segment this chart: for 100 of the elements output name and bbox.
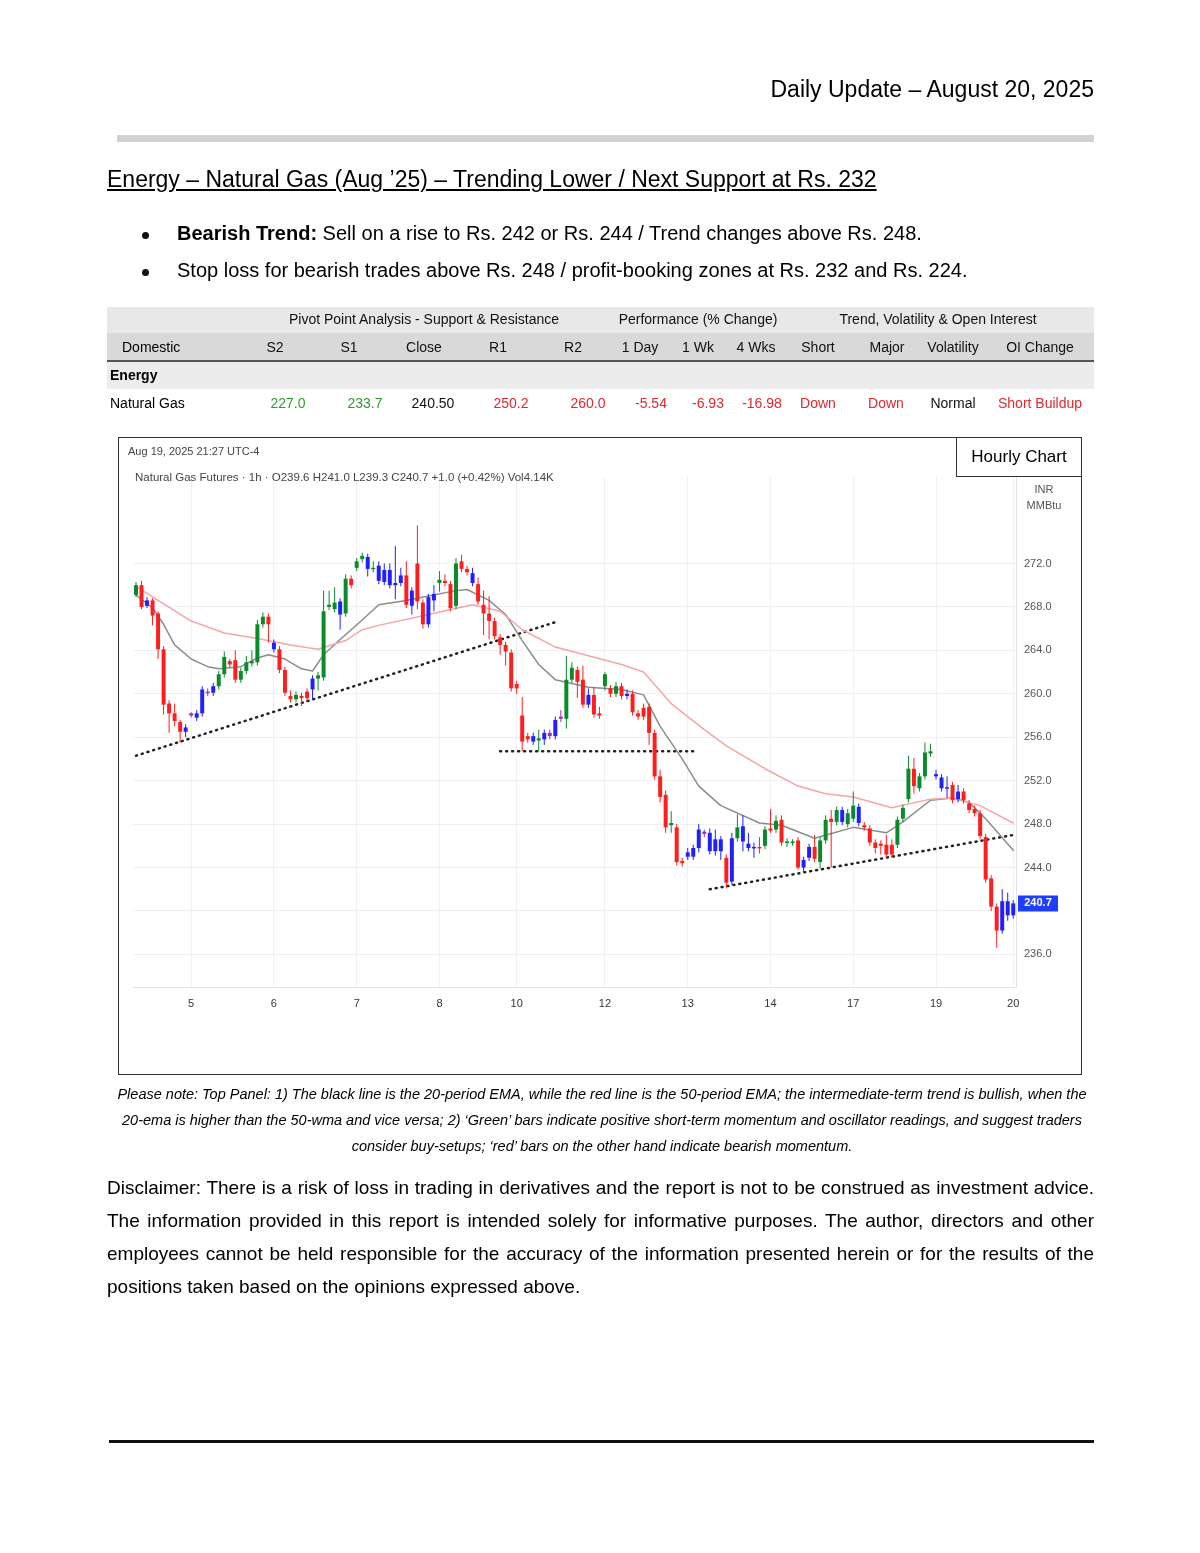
candlestick — [553, 716, 558, 740]
candlestick — [487, 595, 492, 640]
candlestick — [834, 806, 839, 826]
candlestick — [779, 814, 784, 847]
candlestick — [365, 553, 370, 578]
text: 1 Wk — [682, 339, 714, 355]
text: Energy – Natural Gas (Aug ’25) – Trending Lower / Next Support at Rs. 232 — [107, 166, 877, 193]
candlestick — [200, 685, 205, 718]
candlestick — [503, 641, 508, 667]
candlestick — [889, 838, 894, 859]
candlestick — [856, 802, 861, 827]
text: Short Buildup — [997, 395, 1083, 411]
candlestick — [316, 671, 321, 692]
candlestick — [310, 674, 315, 700]
y-tick-label: 248.0 — [1024, 817, 1052, 830]
text: Hourly Chart — [956, 437, 1082, 477]
text: 250.2 — [493, 395, 529, 411]
text: 1 Day — [621, 339, 659, 355]
candlestick — [277, 645, 282, 674]
candlestick — [222, 650, 227, 678]
text: 260.0 — [570, 395, 606, 411]
candlestick — [398, 567, 403, 587]
candlestick — [774, 814, 778, 834]
candlestick — [823, 814, 828, 845]
text: -16.98 — [742, 395, 782, 411]
candlestick — [768, 808, 773, 834]
candlestick — [498, 633, 503, 656]
text: 240.50 — [411, 395, 455, 411]
candlestick — [338, 597, 343, 631]
candlestick — [967, 799, 972, 814]
candlestick — [812, 834, 817, 863]
candlestick — [911, 757, 916, 795]
candlestick — [867, 824, 872, 847]
text: Daily Update – August 20, 2025 — [769, 76, 1094, 103]
y-tick-label: 256.0 — [1024, 730, 1052, 743]
text: Pivot Point Analysis - Support & Resistance — [288, 311, 560, 327]
text: Energy — [110, 367, 158, 383]
candlestick — [956, 784, 961, 803]
x-tick-label: 17 — [847, 996, 860, 1009]
candlestick — [696, 823, 701, 853]
candlestick — [735, 813, 740, 842]
y-tick-label: 260.0 — [1024, 686, 1052, 699]
candlestick — [244, 655, 249, 675]
candlestick — [409, 586, 414, 616]
text: OI Change — [1006, 339, 1074, 355]
candlestick — [420, 598, 425, 630]
x-tick-label: 13 — [681, 996, 694, 1009]
text: Bearish Trend: Sell on a rise to Rs. 242 or Rs. 244 / Trend changes above Rs. 248. — [177, 222, 922, 245]
text: Stop loss for bearish trades above Rs. 248 / profit-booking zones at Rs. 232 and Rs. 224. — [177, 259, 968, 282]
candlestick — [271, 638, 276, 654]
y-tick-label: 236.0 — [1024, 947, 1052, 960]
candlestick — [978, 809, 983, 840]
candlestick — [569, 661, 574, 684]
text: S2 — [266, 339, 284, 355]
text: Down — [868, 395, 904, 411]
candlestick — [476, 577, 481, 606]
candlestick — [718, 835, 723, 861]
annotation: Natural Gas Futures · 1h · O239.6 H241.0 L239.3 C240.7 +1.0 (+0.42%) Vol4.14K — [135, 471, 554, 483]
candlestick — [216, 670, 221, 690]
candlestick — [448, 580, 453, 612]
y-tick-label: 268.0 — [1024, 599, 1052, 612]
text: Domestic — [122, 339, 181, 355]
candlestick — [332, 586, 337, 613]
candlestick — [829, 809, 834, 869]
text: Down — [800, 395, 836, 411]
candlestick — [431, 584, 436, 612]
candlestick — [917, 772, 922, 793]
y-tick-label: 272.0 — [1024, 556, 1052, 569]
y-tick-label: 252.0 — [1024, 773, 1052, 786]
text: R2 — [564, 339, 582, 355]
text: S1 — [340, 339, 358, 355]
text: Performance (% Change) — [618, 311, 778, 327]
text: 233.7 — [347, 395, 383, 411]
text: R1 — [489, 339, 507, 355]
text: Natural Gas — [110, 395, 185, 411]
y-axis-title: INR MMBtu — [1025, 482, 1063, 513]
x-tick-label: 7 — [353, 996, 360, 1009]
text: Short — [801, 339, 835, 355]
text: Volatility — [927, 339, 979, 355]
candlestick — [481, 590, 486, 636]
x-tick-label: 12 — [598, 996, 612, 1009]
x-tick-label: 8 — [436, 996, 443, 1009]
x-tick-label: 5 — [188, 996, 195, 1009]
candlestick — [994, 902, 999, 949]
candlestick — [145, 596, 150, 609]
text: Please note: Top Panel: 1) The black line is the 20-period EMA, while the red line is the 50-period EMA; the intermediate-term trend is bullish, when the 20-ema is higher than the 50-wma and vice versa; 2) ‘Green’ bars indicate positive short-term momentum and oscillator readings, and suggest traders consider buy-setups; ‘red’ bars on the other hand indicate bearish momentum. — [116, 1085, 1088, 1156]
candlestick — [762, 825, 767, 850]
text: Disclaimer: There is a risk of loss in trading in derivatives and the report is not to be construed as investment advice. The information provided in this report is intended solely for informative purposes. The author, directors and other employees cannot be held responsible for the accuracy of the information presented herein or for the results of the positions taken based on the opinions expressed above. — [107, 1176, 1094, 1299]
candlestick — [746, 832, 751, 852]
text: Normal — [930, 395, 976, 411]
y-tick-label: 244.0 — [1024, 860, 1052, 873]
text: Major — [869, 339, 905, 355]
candlestick — [470, 567, 475, 587]
x-tick-label: 10 — [510, 996, 523, 1009]
candlestick — [785, 837, 790, 848]
candlestick — [492, 617, 497, 640]
x-tick-label: 20 — [1007, 996, 1020, 1009]
x-tick-label: 19 — [929, 996, 943, 1009]
text: 227.0 — [270, 395, 306, 411]
text: -6.93 — [692, 395, 724, 411]
